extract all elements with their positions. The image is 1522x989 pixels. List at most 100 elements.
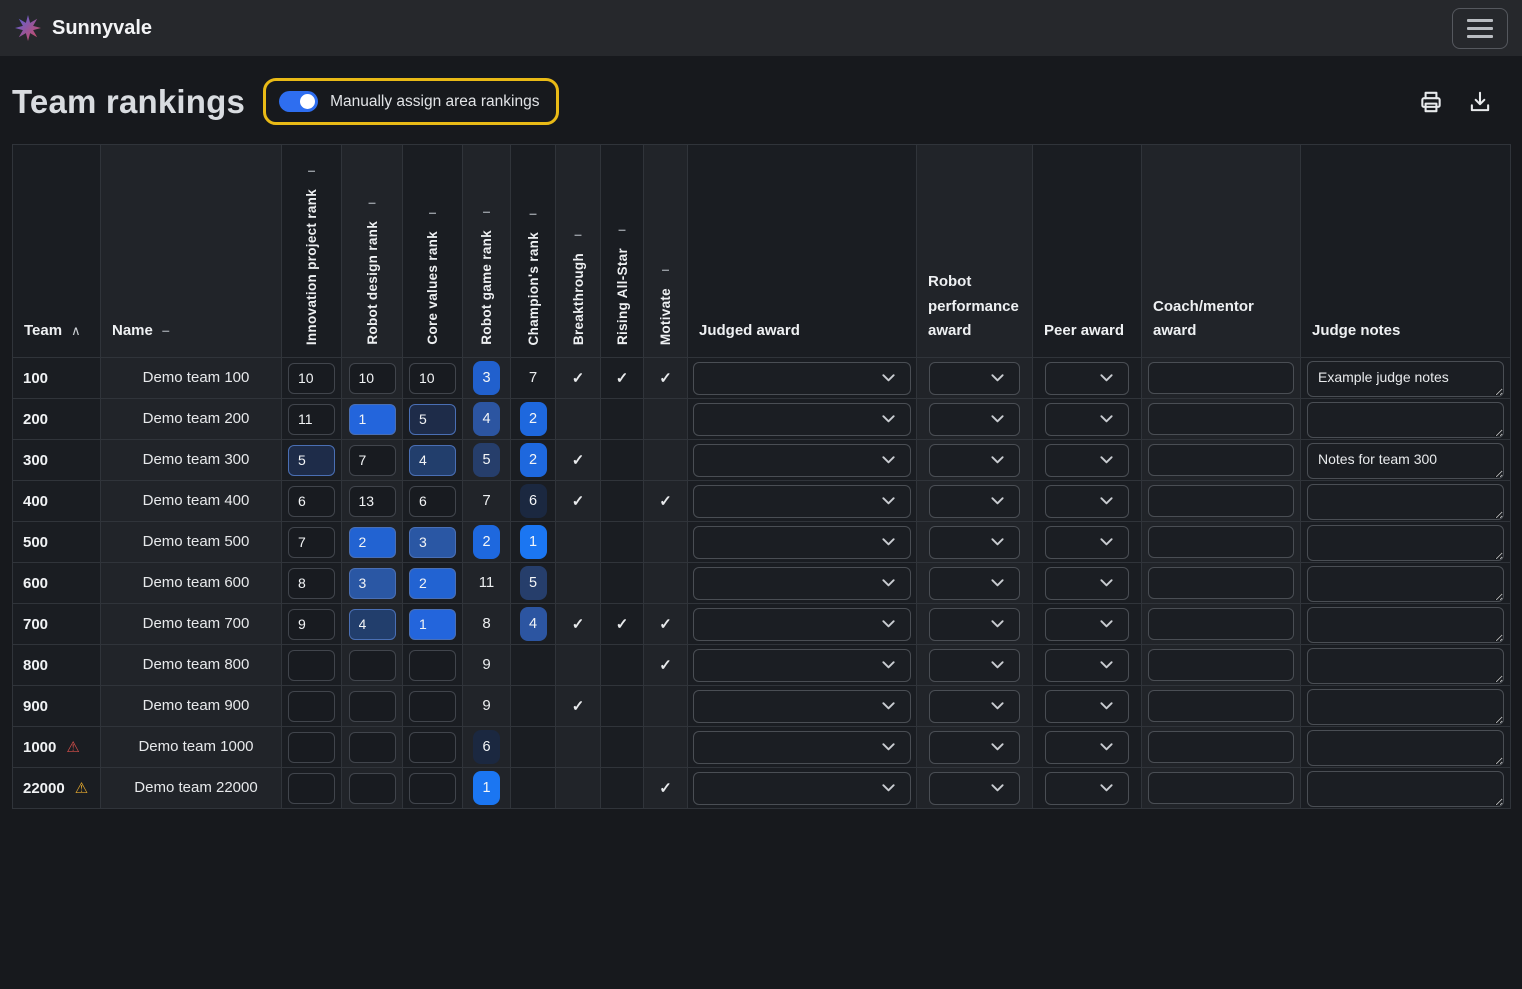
robot-performance-award-select[interactable] xyxy=(929,361,1020,395)
core-values-input[interactable] xyxy=(409,526,456,558)
coach-award-input[interactable] xyxy=(1148,444,1294,476)
judged-award-select[interactable] xyxy=(693,443,911,477)
column-header-team[interactable]: Team ∧ xyxy=(12,144,101,358)
coach-award-input[interactable] xyxy=(1148,403,1294,435)
judged-award-select[interactable] xyxy=(693,361,911,395)
hamburger-menu-button[interactable] xyxy=(1452,7,1508,49)
innovation-input[interactable] xyxy=(288,731,335,763)
column-header-core-values[interactable]: – Core values rank xyxy=(402,144,463,358)
peer-award-select[interactable] xyxy=(1045,689,1129,723)
innovation-input[interactable] xyxy=(288,485,335,517)
coach-award-input[interactable] xyxy=(1148,362,1294,394)
column-header-breakthrough[interactable]: – Breakthrough xyxy=(555,144,601,358)
judged-award-select[interactable] xyxy=(693,648,911,682)
peer-award-select[interactable] xyxy=(1045,648,1129,682)
judge-notes-textarea[interactable] xyxy=(1307,730,1504,766)
core-values-input[interactable] xyxy=(409,731,456,763)
peer-award-select[interactable] xyxy=(1045,730,1129,764)
robot-performance-award-select[interactable] xyxy=(929,648,1020,682)
robot-performance-award-select[interactable] xyxy=(929,689,1020,723)
innovation-input[interactable] xyxy=(288,608,335,640)
peer-award-select[interactable] xyxy=(1045,607,1129,641)
judged-award-select[interactable] xyxy=(693,525,911,559)
judge-notes-textarea[interactable] xyxy=(1307,402,1504,438)
coach-award-input[interactable] xyxy=(1148,608,1294,640)
manual-rankings-toggle[interactable] xyxy=(279,91,319,112)
judged-award-select[interactable] xyxy=(693,484,911,518)
robot-design-input[interactable] xyxy=(348,444,396,476)
print-button[interactable] xyxy=(1418,89,1444,115)
column-header-robot-performance-award[interactable]: Robot performance award xyxy=(916,144,1033,358)
column-header-name[interactable]: Name – xyxy=(100,144,282,358)
download-button[interactable] xyxy=(1467,89,1493,115)
judged-award-select[interactable] xyxy=(693,566,911,600)
column-header-coach-award[interactable]: Coach/mentor award xyxy=(1141,144,1301,358)
robot-design-input[interactable] xyxy=(348,403,396,435)
coach-award-input[interactable] xyxy=(1148,731,1294,763)
robot-performance-award-select[interactable] xyxy=(929,443,1020,477)
coach-award-input[interactable] xyxy=(1148,485,1294,517)
robot-performance-award-select[interactable] xyxy=(929,566,1020,600)
core-values-input[interactable] xyxy=(409,649,456,681)
judge-notes-textarea[interactable] xyxy=(1307,361,1504,397)
coach-award-input[interactable] xyxy=(1148,690,1294,722)
judge-notes-textarea[interactable] xyxy=(1307,443,1504,479)
judge-notes-textarea[interactable] xyxy=(1307,648,1504,684)
core-values-input[interactable] xyxy=(409,403,456,435)
peer-award-select[interactable] xyxy=(1045,484,1129,518)
judged-award-select[interactable] xyxy=(693,730,911,764)
innovation-input[interactable] xyxy=(288,526,335,558)
peer-award-select[interactable] xyxy=(1045,402,1129,436)
column-header-robot-design[interactable]: – Robot design rank xyxy=(341,144,403,358)
core-values-input[interactable] xyxy=(409,772,456,804)
judged-award-select[interactable] xyxy=(693,402,911,436)
robot-design-input[interactable] xyxy=(348,649,396,681)
column-header-innovation[interactable]: – Innovation project rank xyxy=(281,144,342,358)
judge-notes-textarea[interactable] xyxy=(1307,484,1504,520)
robot-performance-award-select[interactable] xyxy=(929,484,1020,518)
core-values-input[interactable] xyxy=(409,485,456,517)
innovation-input[interactable] xyxy=(288,362,335,394)
robot-performance-award-select[interactable] xyxy=(929,730,1020,764)
peer-award-select[interactable] xyxy=(1045,566,1129,600)
robot-design-input[interactable] xyxy=(348,690,396,722)
core-values-input[interactable] xyxy=(409,608,456,640)
innovation-input[interactable] xyxy=(288,567,335,599)
robot-design-input[interactable] xyxy=(348,772,396,804)
judge-notes-textarea[interactable] xyxy=(1307,771,1504,807)
manual-rankings-toggle-group[interactable]: Manually assign area rankings xyxy=(263,78,560,125)
column-header-judge-notes[interactable]: Judge notes xyxy=(1300,144,1511,358)
judged-award-select[interactable] xyxy=(693,689,911,723)
robot-performance-award-select[interactable] xyxy=(929,402,1020,436)
core-values-input[interactable] xyxy=(409,362,456,394)
robot-design-input[interactable] xyxy=(348,485,396,517)
coach-award-input[interactable] xyxy=(1148,772,1294,804)
core-values-input[interactable] xyxy=(409,444,456,476)
judged-award-select[interactable] xyxy=(693,607,911,641)
innovation-input[interactable] xyxy=(288,772,335,804)
robot-performance-award-select[interactable] xyxy=(929,525,1020,559)
peer-award-select[interactable] xyxy=(1045,771,1129,805)
column-header-rising[interactable]: – Rising All-Star xyxy=(600,144,644,358)
robot-design-input[interactable] xyxy=(348,567,396,599)
robot-design-input[interactable] xyxy=(348,731,396,763)
judged-award-select[interactable] xyxy=(693,771,911,805)
column-header-champions[interactable]: – Champion's rank xyxy=(510,144,556,358)
column-header-robot-game[interactable]: – Robot game rank xyxy=(462,144,511,358)
peer-award-select[interactable] xyxy=(1045,361,1129,395)
core-values-input[interactable] xyxy=(409,690,456,722)
robot-design-input[interactable] xyxy=(348,526,396,558)
column-header-motivate[interactable]: – Motivate xyxy=(643,144,688,358)
coach-award-input[interactable] xyxy=(1148,649,1294,681)
judge-notes-textarea[interactable] xyxy=(1307,525,1504,561)
robot-performance-award-select[interactable] xyxy=(929,771,1020,805)
coach-award-input[interactable] xyxy=(1148,567,1294,599)
column-header-judged-award[interactable]: Judged award xyxy=(687,144,917,358)
innovation-input[interactable] xyxy=(288,649,335,681)
brand-link[interactable]: Sunnyvale xyxy=(14,14,152,42)
peer-award-select[interactable] xyxy=(1045,525,1129,559)
innovation-input[interactable] xyxy=(288,403,335,435)
robot-performance-award-select[interactable] xyxy=(929,607,1020,641)
coach-award-input[interactable] xyxy=(1148,526,1294,558)
judge-notes-textarea[interactable] xyxy=(1307,689,1504,725)
